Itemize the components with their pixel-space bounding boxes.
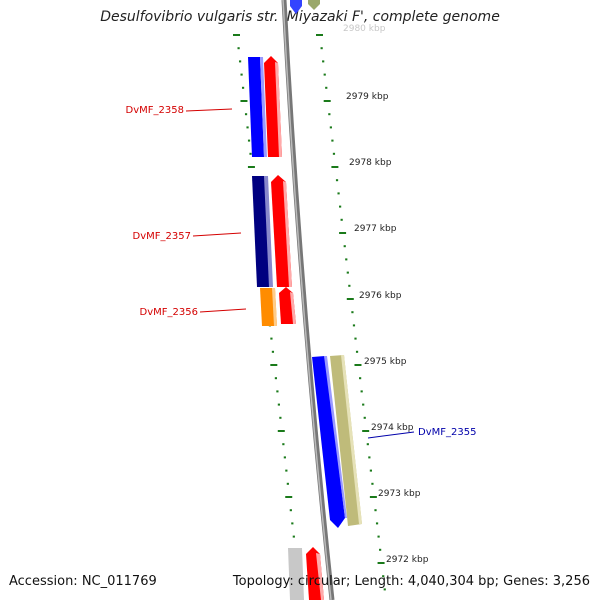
map-title: Desulfovibrio vulgaris str. 'Miyazaki F'… bbox=[100, 9, 500, 25]
scale-label: 2979 kbp bbox=[346, 92, 389, 102]
right-tick-ring bbox=[316, 34, 386, 591]
accession-label: Accession: NC_011769 bbox=[9, 574, 157, 589]
gene-label: DvMF_2356 bbox=[140, 307, 198, 318]
gene-label: DvMF_2355 bbox=[418, 427, 476, 438]
gene-label: DvMF_2357 bbox=[133, 231, 191, 242]
scale-label: 2974 kbp bbox=[371, 423, 414, 433]
scale-label: 2977 kbp bbox=[354, 224, 397, 234]
genome-backbone bbox=[281, 0, 335, 600]
gene-block-2357 bbox=[252, 175, 292, 287]
gene-bottom-fragments bbox=[288, 547, 324, 600]
gene-top-fragments bbox=[290, 0, 320, 14]
gene-labels: DvMF_2358 DvMF_2357 DvMF_2356 DvMF_2355 bbox=[126, 105, 477, 438]
scale-label: 2976 kbp bbox=[359, 291, 402, 301]
scale-label: 2980 kbp bbox=[343, 24, 386, 34]
scale-label: 2972 kbp bbox=[386, 555, 429, 565]
gene-block-2355 bbox=[312, 355, 362, 528]
scale-label: 2975 kbp bbox=[364, 357, 407, 367]
gene-leader-lines bbox=[185, 108, 415, 439]
scale-label: 2973 kbp bbox=[378, 489, 421, 499]
genome-stats-label: Topology: circular; Length: 4,040,304 bp… bbox=[232, 574, 590, 589]
gene-block-2358 bbox=[248, 56, 282, 157]
scale-labels: 2980 kbp 2979 kbp 2978 kbp 2977 kbp 2976 kbp… bbox=[343, 24, 429, 565]
gene-label: DvMF_2358 bbox=[126, 105, 184, 116]
scale-label: 2978 kbp bbox=[349, 158, 392, 168]
gene-block-2356 bbox=[260, 287, 296, 326]
